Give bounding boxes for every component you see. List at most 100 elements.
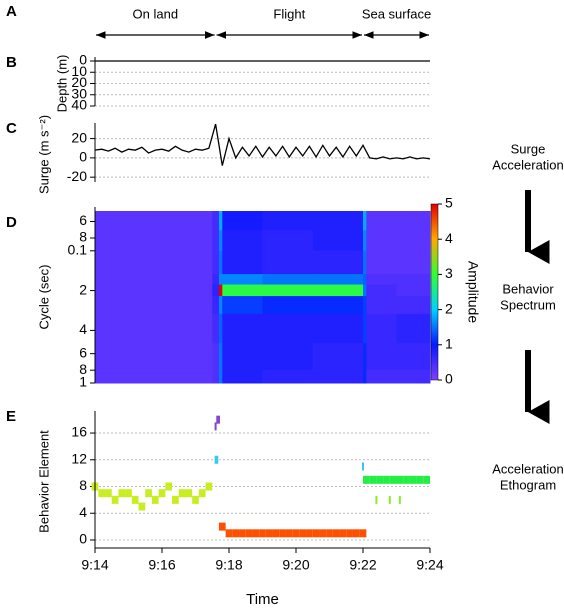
behavior-mark [192, 495, 199, 504]
y-tick-label: 4 [79, 321, 87, 337]
behavior-mark [216, 455, 219, 464]
y-tick-label: 10 [71, 63, 87, 79]
heatmap-cell [262, 284, 314, 297]
heatmap-cell [396, 250, 431, 275]
heatmap-cell [363, 296, 367, 315]
behavior-mark [218, 522, 226, 531]
heatmap-cell [396, 296, 431, 315]
heatmap-cell [95, 274, 213, 286]
heatmap-cell [212, 230, 220, 252]
x-tick-label: 9:24 [416, 557, 443, 573]
heatmap-cell [218, 211, 223, 231]
phase-label: Flight [273, 6, 305, 21]
heatmap-cell [366, 343, 397, 371]
behavior-mark [403, 475, 410, 484]
behavior-mark [362, 462, 364, 471]
heatmap-cell [222, 284, 263, 297]
behavior-mark [396, 475, 404, 484]
phase-label: Sea surface [362, 6, 431, 21]
heatmap-cell [396, 284, 431, 297]
colorbar-tick-label: 1 [445, 336, 453, 352]
colorbar-tick-label: 4 [445, 230, 453, 246]
heatmap-cell [222, 230, 263, 252]
behavior-mark [214, 455, 217, 464]
behavior-mark [416, 475, 424, 484]
y-tick-label: 40 [71, 97, 87, 113]
heatmap-cell [396, 211, 431, 231]
panel-label: A [6, 3, 17, 20]
heatmap-cell [396, 230, 431, 252]
behavior-mark [339, 529, 347, 538]
y-axis-label: Surge (m s⁻²) [36, 115, 51, 194]
behavior-mark [178, 489, 186, 498]
heatmap-cell [312, 284, 364, 297]
y-tick-label: 0 [79, 149, 87, 165]
heatmap-cell [222, 296, 263, 315]
panel-label: B [6, 54, 17, 71]
behavior-mark [398, 495, 401, 504]
heatmap-cell [363, 284, 367, 297]
heatmap-cell [218, 274, 223, 286]
behavior-mark [252, 529, 260, 538]
y-tick-label: 8 [79, 361, 87, 377]
behavior-mark [245, 529, 253, 538]
heatmap-cell [363, 274, 367, 286]
behavior-mark [409, 475, 417, 484]
heatmap-cell [363, 343, 367, 371]
side-note: Surge [511, 141, 546, 156]
y-tick-label: 2 [79, 281, 87, 297]
data-line [94, 123, 431, 166]
heatmap-cell [312, 370, 364, 384]
behavior-mark [105, 489, 112, 498]
heatmap-cell [363, 313, 367, 344]
heatmap-cell [95, 370, 213, 384]
colorbar-tick-label: 0 [445, 371, 453, 387]
y-tick-label: 0 [79, 52, 87, 68]
heatmap-cell [262, 211, 314, 231]
behavior-mark [346, 529, 353, 538]
colorbar-label: Amplitude [465, 261, 481, 323]
x-tick-label: 9:20 [282, 557, 309, 573]
y-axis-label: Depth (m) [54, 55, 69, 113]
heatmap-cell [363, 230, 367, 252]
behavior-mark [306, 529, 313, 538]
heatmap-cell [212, 274, 220, 286]
behavior-mark [239, 529, 246, 538]
panel-label: E [6, 408, 16, 425]
heatmap-cell [366, 313, 397, 344]
behavior-mark [125, 489, 132, 498]
heatmap-cell [363, 211, 367, 231]
colorbar [430, 203, 439, 381]
panel-label: C [6, 120, 17, 137]
behavior-mark [312, 529, 320, 538]
heatmap-cell [312, 230, 364, 252]
behavior-mark [265, 529, 273, 538]
behavior-mark [272, 529, 280, 538]
y-tick-label: 20 [71, 74, 87, 90]
heatmap-cell [222, 343, 263, 371]
y-tick-label: 6 [79, 344, 87, 360]
heatmap-cell [95, 250, 213, 275]
behavior-mark [217, 415, 220, 424]
heatmap-cell [366, 230, 397, 252]
behavior-mark [232, 529, 240, 538]
y-tick-label: 30 [71, 85, 87, 101]
heatmap-cell [222, 370, 263, 384]
side-note: Spectrum [500, 297, 556, 312]
heatmap-cell [212, 284, 220, 297]
behavior-mark [359, 529, 367, 538]
side-note: Acceleration [492, 157, 564, 172]
heatmap-cell [212, 343, 220, 371]
heatmap-cell [212, 370, 220, 384]
side-note: Behavior [502, 281, 554, 296]
behavior-mark [326, 529, 333, 538]
heatmap-cell [95, 211, 213, 231]
side-note: Acceleration [492, 461, 564, 476]
y-axis-label: Behavior Element [36, 430, 51, 533]
heatmap-cell [212, 296, 220, 315]
heatmap-cell [262, 370, 314, 384]
y-tick-label: 20 [71, 129, 87, 145]
heatmap-cell [95, 296, 213, 315]
behavior-mark [352, 529, 360, 538]
